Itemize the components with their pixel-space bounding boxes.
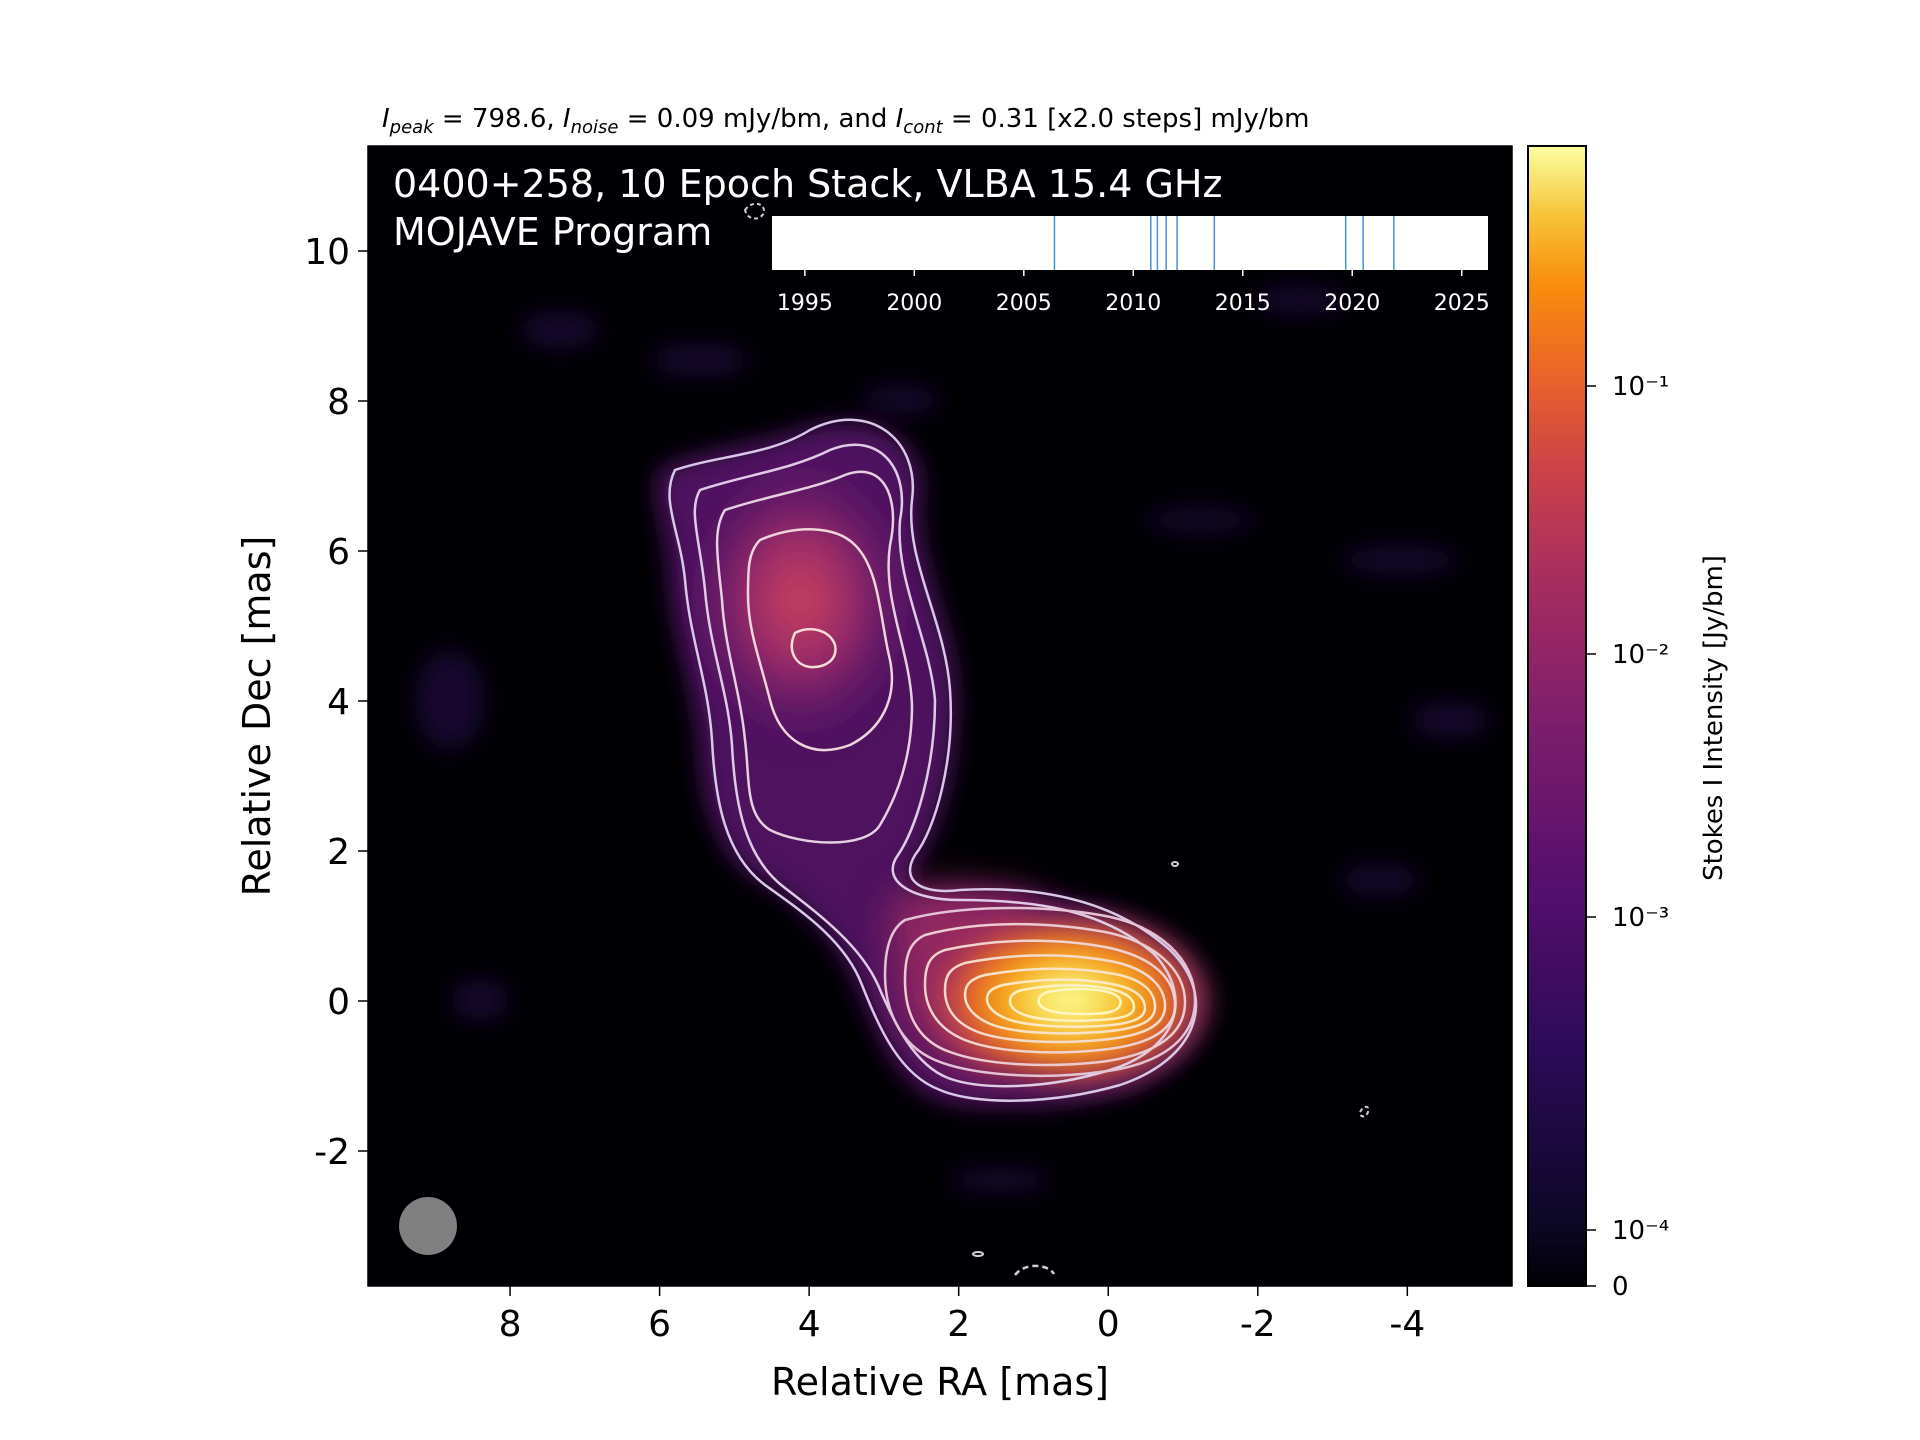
contour-line [903,922,1187,1067]
colorbar-tick-label: 10⁻² [1612,640,1669,670]
contour-line [1171,861,1179,867]
x-tick-label: 4 [798,1304,821,1345]
contour-line [985,978,1147,1028]
contour-line [1014,1264,1056,1276]
jet-knot-emission [680,450,920,750]
y-tick-label: 10 [304,232,350,273]
contour-line [743,202,765,220]
contour-line [963,967,1157,1035]
y-tick-label: 6 [327,532,350,573]
beam-ellipse [399,1197,457,1255]
timeline-tick-label: 2005 [996,291,1052,316]
colorbar-label: Stokes I Intensity [Jy/bm] [1699,555,1729,881]
x-tick-label: -4 [1389,1304,1425,1345]
colorbar-tick-label: 10⁻³ [1612,903,1669,933]
contour-line [1008,984,1136,1023]
contour-line [972,1251,984,1257]
x-tick-label: 0 [1097,1304,1120,1345]
colorbar-tick-label: 0 [1612,1272,1629,1302]
contour-line [883,906,1197,1078]
y-axis: -2 0 2 4 6 8 10 [304,232,368,1173]
chart-title: Ipeak = 798.6, Inoise = 0.09 mJy/bm, and… [382,104,1309,138]
x-tick-label: -2 [1240,1304,1276,1345]
y-axis-label: Relative Dec [mas] [235,536,279,897]
x-axis-label: Relative RA [mas] [771,1360,1109,1404]
x-tick-label: 6 [648,1304,671,1345]
contour-line [923,939,1177,1054]
x-tick-label: 2 [947,1304,970,1345]
y-tick-label: 4 [327,682,350,723]
y-tick-label: 0 [327,982,350,1023]
y-tick-label: -2 [314,1132,350,1173]
timeline-tick-label: 1995 [777,291,833,316]
image-panel: 0400+258, 10 Epoch Stack, VLBA 15.4 GHz … [367,145,1513,1287]
timeline-tick-label: 2010 [1105,291,1161,316]
x-tick-label: 8 [499,1304,522,1345]
contour-line [715,470,914,844]
x-axis: 8 6 4 2 0 -2 -4 [499,1286,1425,1345]
colorbar: 0 10⁻⁴ 10⁻³ 10⁻² 10⁻¹ Stokes I Intensity [Jy… [1527,145,1729,1302]
contour-line [790,628,837,669]
timeline-tick-label: 2015 [1215,291,1271,316]
epoch-timeline: 1995 2000 2005 2010 2015 2020 2025 [772,216,1490,316]
timeline-tick-label: 2000 [886,291,942,316]
inset-title-line2: MOJAVE Program [393,210,712,254]
colorbar-ticks: 0 10⁻⁴ 10⁻³ 10⁻² 10⁻¹ [1586,372,1669,1302]
background-noise [415,286,1490,1192]
colorbar-tick-label: 10⁻¹ [1612,372,1669,402]
contour-line [1037,987,1122,1016]
timeline-tick-label: 2025 [1434,291,1490,316]
y-tick-label: 2 [327,832,350,873]
y-tick-label: 8 [327,382,350,423]
timeline-tick-label: 2020 [1324,291,1380,316]
timeline-box [772,216,1488,270]
contour-line [1358,1105,1370,1118]
colorbar-gradient [1527,145,1587,1287]
colorbar-tick-label: 10⁻⁴ [1612,1216,1669,1246]
contour-line [943,954,1167,1044]
plot-frame [367,145,1513,1287]
inset-title-line1: 0400+258, 10 Epoch Stack, VLBA 15.4 GHz [393,162,1222,206]
contours [668,202,1370,1276]
contour-line [746,528,894,752]
